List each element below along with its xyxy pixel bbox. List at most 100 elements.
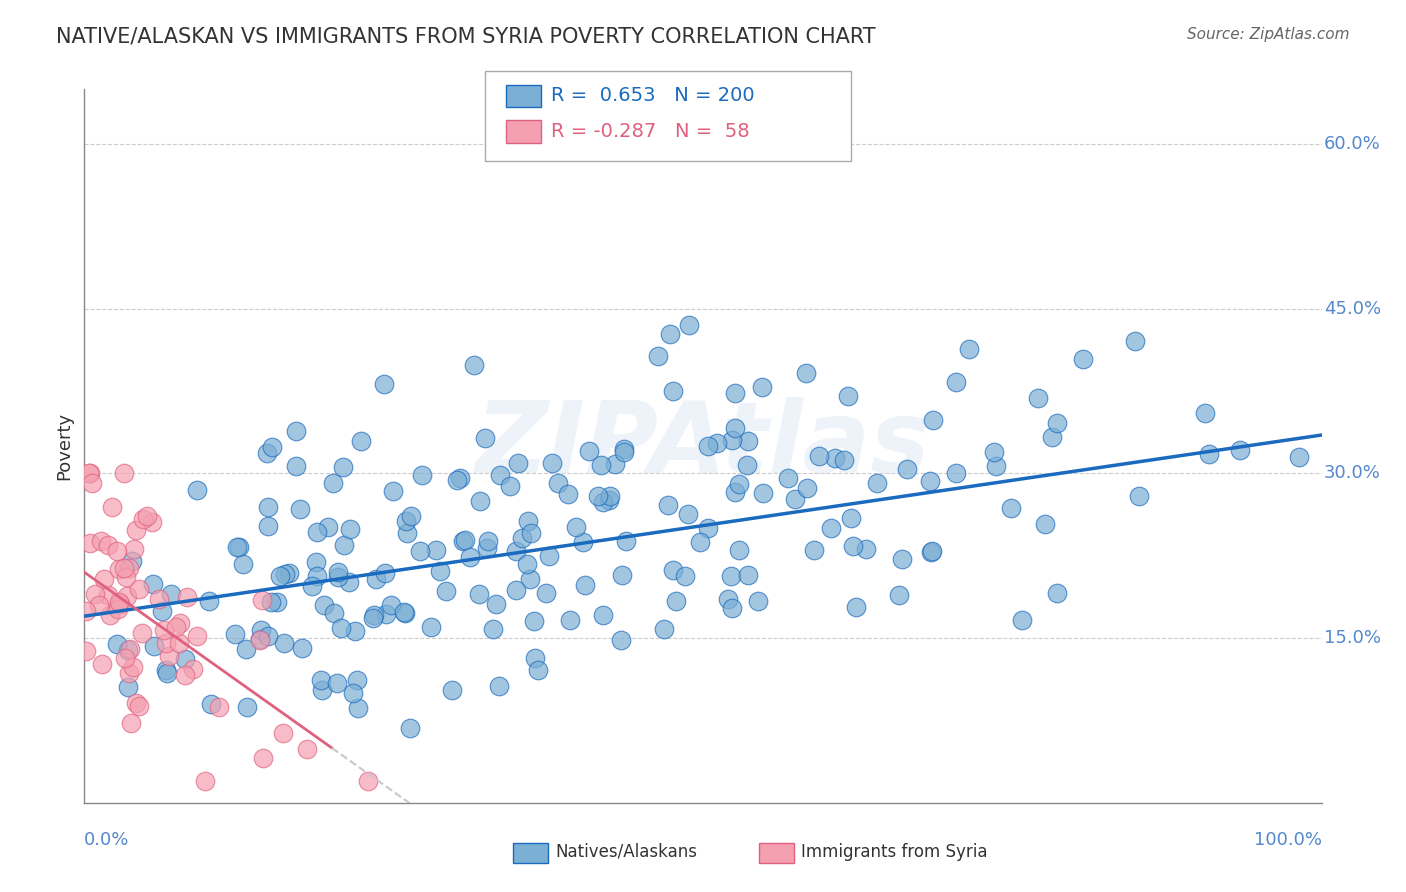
Point [488,679,510,693]
Point [399,722,422,736]
Point [361,611,384,625]
Point [107,594,129,608]
Point [79,467,101,481]
Point [468,494,491,508]
Point [226,540,249,554]
Point [326,676,349,690]
Point [93,572,115,586]
Point [337,574,360,589]
Point [117,642,139,657]
Point [506,456,529,470]
Point [79,467,101,481]
Point [727,543,749,558]
Point [1011,614,1033,628]
Point [565,520,588,534]
Point [652,623,675,637]
Point [837,389,859,403]
Point [446,473,468,487]
Point [420,620,443,634]
Point [523,614,546,628]
Point [657,498,679,512]
Point [717,592,740,607]
Point [89,599,111,613]
Point [547,475,569,490]
Point [257,500,280,515]
Point [285,459,308,474]
Point [612,568,634,582]
Point [434,584,457,599]
Point [613,445,636,459]
Point [173,667,195,681]
Text: 30.0%: 30.0% [1324,465,1381,483]
Point [382,483,405,498]
Point [591,458,613,472]
Point [290,641,312,656]
Point [117,680,139,694]
Text: R =  0.653   N = 200: R = 0.653 N = 200 [551,86,755,105]
Point [1040,430,1063,444]
Point [141,515,163,529]
Point [105,637,128,651]
Point [724,421,747,435]
Point [598,492,620,507]
Point [200,697,222,711]
Point [661,384,683,398]
Point [366,572,388,586]
Point [249,632,271,646]
Point [150,603,173,617]
Point [1288,450,1310,465]
Point [1046,416,1069,430]
Point [97,538,120,552]
Point [578,444,600,458]
Point [803,543,825,558]
Point [454,533,477,547]
Point [249,632,271,647]
Point [482,623,505,637]
Point [429,565,451,579]
Point [891,552,914,566]
Point [257,519,280,533]
Point [363,607,385,622]
Point [186,629,208,643]
Point [613,442,636,456]
Point [155,663,177,677]
Point [855,541,877,556]
Point [118,642,141,657]
Point [124,541,146,556]
Point [108,562,131,576]
Point [394,514,416,528]
Point [557,486,579,500]
Point [266,595,288,609]
Point [125,523,148,537]
Point [689,535,711,549]
Point [921,544,943,558]
Point [256,629,278,643]
Text: 15.0%: 15.0% [1324,629,1381,647]
Text: 60.0%: 60.0% [1324,135,1381,153]
Point [194,773,217,788]
Text: 0.0%: 0.0% [84,831,129,849]
Point [696,439,718,453]
Point [356,773,378,788]
Point [920,545,942,559]
Point [346,700,368,714]
Point [346,673,368,687]
Point [588,489,610,503]
Point [920,474,942,488]
Point [328,570,350,584]
Point [392,605,415,619]
Point [112,561,135,575]
Point [673,569,696,583]
Point [735,458,758,472]
Point [527,664,550,678]
Point [311,673,333,687]
Point [1123,334,1146,348]
Point [235,699,257,714]
Point [794,366,817,380]
Point [374,566,396,581]
Point [957,342,980,356]
Point [720,600,742,615]
Point [312,598,335,612]
Point [519,572,541,586]
Point [118,561,141,575]
